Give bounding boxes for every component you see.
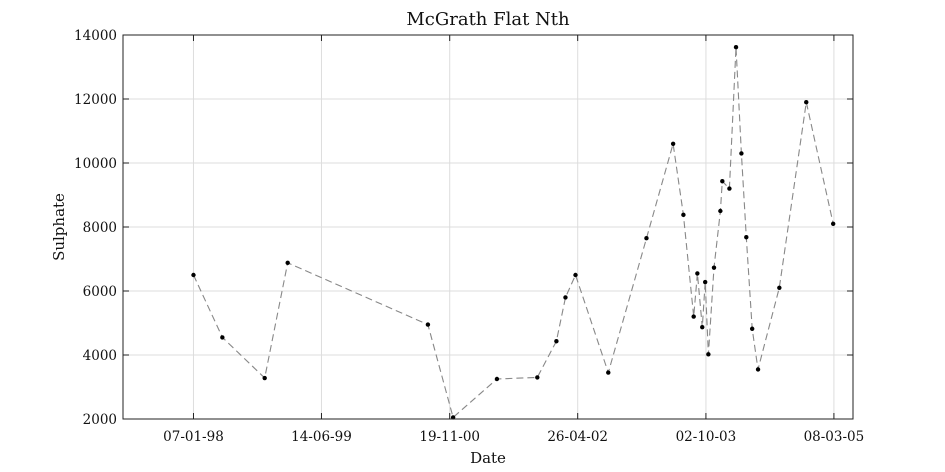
data-point <box>494 376 500 382</box>
series-line <box>193 47 834 419</box>
y-tick-label: 12000 <box>74 92 117 108</box>
x-tick-label: 08-03-05 <box>804 429 865 445</box>
data-point <box>749 326 755 331</box>
series-layer <box>191 44 836 420</box>
x-axis-label: Date <box>470 449 506 467</box>
data-point <box>681 212 686 218</box>
data-point <box>262 375 267 381</box>
data-point <box>563 295 568 300</box>
x-tick-label: 19-11-00 <box>419 429 480 445</box>
data-point <box>191 272 196 278</box>
data-point <box>644 236 649 241</box>
x-tick-label: 26-04-02 <box>547 429 608 445</box>
y-tick-label: 4000 <box>83 348 117 364</box>
axis-ticks <box>123 34 853 420</box>
data-point <box>702 279 708 285</box>
data-point <box>691 314 696 319</box>
chart-title: McGrath Flat Nth <box>406 9 570 30</box>
y-tick-label: 14000 <box>74 28 117 44</box>
y-axis-label: Sulphate <box>50 193 68 261</box>
x-tick-labels: 07-01-98 14-06-99 19-11-00 26-04-02 02-10-03… <box>163 429 864 445</box>
y-tick-label: 8000 <box>83 220 117 236</box>
data-point <box>830 221 836 226</box>
data-point <box>804 100 809 105</box>
data-point <box>695 271 700 276</box>
data-point <box>711 265 717 270</box>
x-tick-label: 02-10-03 <box>676 429 737 445</box>
data-point <box>733 44 739 50</box>
data-point <box>720 179 725 184</box>
data-point <box>718 208 723 214</box>
data-point <box>425 322 431 327</box>
data-point <box>220 335 225 340</box>
data-point <box>573 272 578 278</box>
x-tick-label: 07-01-98 <box>163 429 224 445</box>
data-point <box>700 324 705 330</box>
grid-lines <box>123 34 853 420</box>
data-point <box>606 370 611 375</box>
y-tick-label: 10000 <box>74 156 117 172</box>
data-point <box>739 151 744 156</box>
y-tick-label: 2000 <box>83 412 117 428</box>
data-point <box>777 285 782 290</box>
data-point <box>727 186 732 191</box>
data-point <box>554 339 559 344</box>
data-point <box>744 235 749 240</box>
data-point <box>535 375 540 380</box>
y-tick-labels: 2000 4000 6000 8000 10000 12000 14000 <box>74 28 117 428</box>
data-point <box>706 352 711 357</box>
data-point <box>755 367 761 372</box>
x-tick-label: 14-06-99 <box>291 429 352 445</box>
data-point <box>670 141 676 146</box>
y-tick-label: 6000 <box>83 284 117 300</box>
data-point <box>450 415 456 420</box>
data-point <box>285 260 290 266</box>
